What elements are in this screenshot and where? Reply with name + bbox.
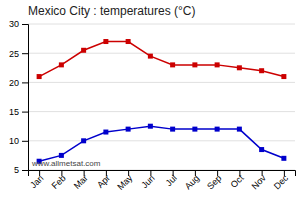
- x-axis-line: [29, 171, 296, 177]
- y-tick: 5: [14, 165, 28, 175]
- y-tick-mark: [22, 112, 28, 113]
- y-tick: 15: [9, 107, 28, 117]
- annotation: www.allmetsat.com: [31, 159, 101, 168]
- x-axis: Jan FebMar AprMay Jun Jul AugSep OctNovDec: [28, 170, 295, 192]
- title: Mexico City : temperatures (°C): [28, 4, 196, 18]
- y-axis-line: [22, 25, 29, 171]
- x-tick: Nov: [249, 170, 268, 191]
- x-tick: Mar: [72, 170, 90, 191]
- x-tick-label: Jan: [28, 173, 45, 190]
- x-tick-label: Sep: [205, 173, 223, 191]
- marker: [59, 62, 64, 67]
- grid: [28, 24, 295, 170]
- y-tick: 30: [9, 19, 28, 29]
- marker: [37, 74, 42, 79]
- x-tick: Aug: [183, 170, 201, 191]
- plot: 5 10 15 20 25 30 Jan FebMar AprMay Jun Jul AugSep Oc…: [9, 19, 296, 192]
- x-tick: Jul: [164, 170, 179, 188]
- marker: [170, 127, 175, 132]
- x-tick-label: Dec: [272, 173, 291, 192]
- y-tick: 20: [9, 78, 28, 88]
- marker: [59, 153, 64, 158]
- marker: [237, 65, 242, 70]
- marks: [37, 39, 287, 164]
- x-tick-label: Mar: [72, 173, 90, 191]
- marker: [237, 127, 242, 132]
- y-tick-mark: [22, 141, 28, 142]
- marker: [215, 62, 220, 67]
- y-tick-mark: [22, 170, 28, 171]
- x-tick-label: Jun: [139, 173, 156, 190]
- y-tick-label: 15: [9, 107, 19, 117]
- y-tick-label: 5: [14, 165, 19, 175]
- y-tick-mark: [22, 82, 28, 83]
- x-tick: Jan: [28, 170, 45, 190]
- y-tick-label: 20: [9, 78, 19, 88]
- grid-line: [28, 24, 295, 25]
- x-tick: Dec: [272, 170, 291, 191]
- x-tick-label: May: [115, 173, 134, 192]
- x-tick-label: Aug: [183, 173, 201, 191]
- marker: [126, 39, 131, 44]
- grid-line: [28, 53, 295, 54]
- x-tick: Jun: [139, 170, 156, 190]
- series: [37, 124, 287, 164]
- grid-line: [28, 111, 295, 112]
- x-tick-label: Jul: [164, 173, 179, 188]
- marker: [281, 156, 286, 161]
- marker: [148, 54, 153, 59]
- series: [37, 39, 287, 79]
- marker: [81, 138, 86, 143]
- grid-line: [28, 140, 295, 141]
- y-axis: 5 10 15 20 25 30: [9, 19, 29, 175]
- marker: [259, 147, 264, 152]
- marker: [215, 127, 220, 132]
- marker: [170, 62, 175, 67]
- x-tick-label: Oct: [229, 173, 246, 190]
- y-tick-label: 25: [9, 49, 19, 59]
- x-tick: Apr: [95, 170, 112, 190]
- grid-line: [28, 82, 295, 83]
- y-tick-mark: [22, 24, 28, 25]
- marker: [192, 127, 197, 132]
- marker: [259, 68, 264, 73]
- x-tick-label: Feb: [50, 173, 68, 191]
- marker: [126, 127, 131, 132]
- series-line: [39, 126, 284, 161]
- x-tick: Sep: [205, 170, 223, 191]
- marker: [148, 124, 153, 129]
- marker: [103, 39, 108, 44]
- x-tick-label: Apr: [95, 173, 112, 190]
- chart-container: 5 10 15 20 25 30 Jan FebMar AprMay Jun Jul AugSep Oc…: [0, 0, 305, 200]
- y-tick: 25: [9, 49, 28, 59]
- x-tick: Oct: [229, 170, 246, 190]
- x-tick: May: [115, 170, 134, 192]
- y-tick-label: 10: [9, 136, 19, 146]
- marker: [81, 48, 86, 53]
- x-tick: Feb: [50, 170, 68, 191]
- marker: [281, 74, 286, 79]
- series-line: [39, 42, 284, 77]
- y-tick-mark: [22, 53, 28, 54]
- x-tick-label: Nov: [249, 173, 268, 192]
- texts: Mexico City : temperatures (°C) www.allme…: [28, 4, 196, 168]
- marker: [192, 62, 197, 67]
- chart: 5 10 15 20 25 30 Jan FebMar AprMay Jun Jul AugSep Oc…: [0, 0, 305, 200]
- marker: [103, 130, 108, 135]
- y-tick-label: 30: [9, 19, 19, 29]
- y-tick: 10: [9, 136, 28, 146]
